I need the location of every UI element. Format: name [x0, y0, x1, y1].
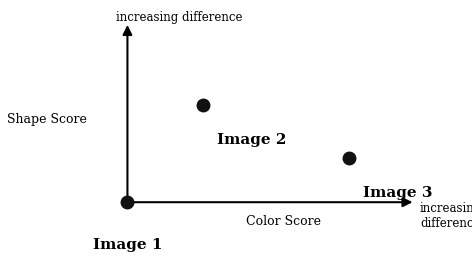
Text: Color Score: Color Score	[246, 215, 320, 228]
Text: Image 1: Image 1	[93, 238, 162, 252]
Text: Shape Score: Shape Score	[7, 113, 87, 125]
Text: Image 3: Image 3	[363, 186, 433, 200]
Text: Image 2: Image 2	[217, 133, 287, 147]
Text: increasing
difference: increasing difference	[420, 202, 472, 230]
Text: increasing difference: increasing difference	[116, 11, 243, 24]
